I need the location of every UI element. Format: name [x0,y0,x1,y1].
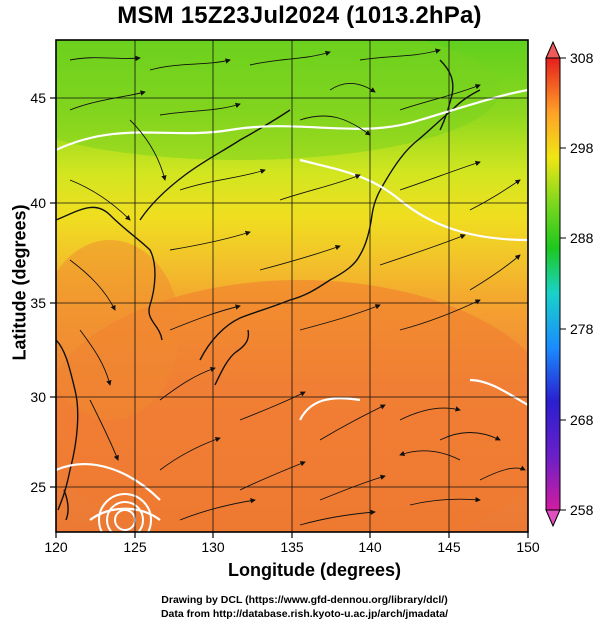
lon-tick-label: 130 [201,539,225,555]
lon-tick-label: 145 [437,539,461,555]
lat-tick-label: 25 [30,479,46,495]
y-axis-label: Latitude (degrees) [9,204,30,361]
colorbar-gradient [545,57,561,511]
colorbar-tick-label: 258 [570,502,594,518]
credit-line-drawing: Drawing by DCL (https://www.gfd-dennou.o… [161,594,448,606]
colorbar-tick-label: 268 [570,412,594,428]
colorbar-tick-label: 308 [570,50,594,66]
lon-tick-label: 150 [516,539,540,555]
lat-lon-grid [56,40,528,532]
lon-tick-label: 140 [358,539,382,555]
axis-ticks [50,97,529,538]
wind-streamlines [69,48,526,526]
x-axis-label: Longitude (degrees) [227,560,401,580]
figure-title: MSM 15Z23Jul2024 (1013.2hPa) [117,2,482,29]
green-north-region [56,40,500,160]
lon-tick-label: 125 [123,539,147,555]
credits: Drawing by DCL (https://www.gfd-dennou.o… [0,593,599,621]
cyclone-swirl [98,493,152,532]
colorbar-bottom-arrow [545,509,561,528]
lat-tick-label: 45 [30,90,46,106]
isotherms [56,88,528,521]
lat-tick-label: 40 [30,195,46,211]
lat-tick-label: 30 [30,389,46,405]
colorbar-tick-label: 278 [570,321,594,337]
lon-tick-label: 120 [44,539,68,555]
colorbar-tick-label: 288 [570,230,594,246]
lat-tick-label: 35 [30,295,46,311]
colorbar-top-arrow [545,40,561,59]
mainland-warm-region [56,240,180,420]
colorbar: 308 298 288 278 268 258 [545,40,594,528]
colorbar-tick-label: 298 [570,140,594,156]
credit-line-data: Data from http://database.rish.kyoto-u.a… [160,608,449,620]
lon-tick-label: 135 [280,539,304,555]
